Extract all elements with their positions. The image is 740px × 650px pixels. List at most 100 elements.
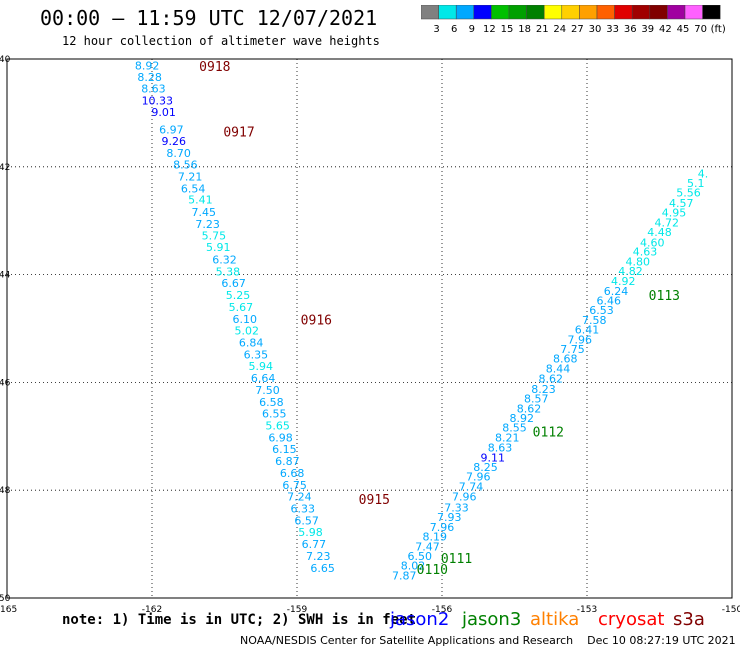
wave-height-label: 6.10 (233, 313, 258, 326)
satellite-s3a: s3a (673, 609, 705, 630)
wave-height-label: 8.57 (524, 393, 549, 406)
y-tick-label: -40 (0, 55, 11, 65)
wave-height-label: 8.62 (539, 373, 564, 386)
wave-height-label: 6.41 (575, 324, 600, 337)
wave-height-label: 6.46 (597, 294, 622, 307)
wave-height-label: 6.77 (302, 538, 327, 551)
wave-height-label: 7.21 (178, 171, 203, 184)
wave-height-label: 5.75 (202, 229, 227, 242)
wave-height-label: 9.11 (481, 451, 506, 464)
wave-height-label: 6.65 (310, 562, 335, 575)
page-title: 00:00 – 11:59 UTC 12/07/2021 (40, 6, 378, 30)
satellite-altika: altika (530, 609, 580, 630)
wave-height-label: 8.92 (135, 59, 160, 72)
pass-time-label: 0112 (533, 426, 564, 441)
colorbar-swatch (702, 5, 721, 20)
wave-height-label: 7.23 (306, 550, 331, 563)
wave-height-label: 9.01 (151, 106, 176, 119)
wave-height-label: 7.45 (191, 206, 216, 219)
wave-height-label: 7.96 (452, 491, 477, 504)
wave-height-label: 4.92 (611, 275, 636, 288)
wave-height-label: 5.94 (249, 360, 274, 373)
colorbar-label: 24 (553, 24, 566, 35)
wave-height-label: 5.25 (226, 289, 251, 302)
wave-height-label: 5.02 (234, 325, 259, 338)
wave-height-label: 6.97 (159, 124, 184, 137)
satellite-cryosat: cryosat (598, 609, 665, 630)
y-tick-label: -46 (0, 378, 11, 388)
y-tick-label: -50 (0, 594, 11, 604)
pass-time-label: 0918 (199, 60, 230, 75)
colorbar-label: 9 (469, 24, 475, 35)
wave-height-label: 5.38 (216, 265, 241, 278)
colorbar-label: 70 (694, 24, 707, 35)
wave-height-label: 7.96 (466, 471, 491, 484)
wave-height-label: 6.24 (604, 285, 629, 298)
wave-height-label: 6.87 (275, 455, 300, 468)
wave-height-label: 6.54 (181, 182, 206, 195)
wave-height-label: 7.50 (255, 384, 280, 397)
wave-height-label: 6.84 (239, 337, 264, 350)
wave-height-label: 8.92 (510, 412, 535, 425)
pass-time-label: 0113 (649, 289, 680, 304)
wave-height-label: 6.50 (408, 550, 433, 563)
colorbar-label: 36 (624, 24, 637, 35)
wave-height-label: 5.98 (298, 526, 323, 539)
wave-height-label: 6.55 (262, 408, 287, 421)
wave-height-label: 6.57 (294, 514, 319, 527)
footer-note: note: 1) Time is in UTC; 2) SWH is in fe… (62, 612, 417, 628)
wave-height-label: 4.57 (669, 197, 694, 210)
x-tick-label: -159 (287, 605, 308, 615)
colorbar-label: 42 (659, 24, 672, 35)
page-subtitle: 12 hour collection of altimeter wave hei… (62, 34, 380, 48)
satellite-jason2: jason2 (390, 609, 450, 630)
credit-text: NOAA/NESDIS Center for Satellite Applica… (240, 634, 574, 647)
pass-time-label: 0111 (441, 552, 472, 567)
x-tick-label: -150 (722, 605, 740, 615)
wave-height-label: 7.96 (430, 521, 455, 534)
wave-height-label: 5.56 (676, 187, 701, 200)
wave-height-label: 6.53 (589, 304, 614, 317)
plot-frame (6, 58, 733, 599)
wave-height-label: 6.68 (280, 467, 305, 480)
credit-timestamp: Dec 10 08:27:19 UTC 2021 (587, 634, 736, 647)
wave-height-label: 6.35 (244, 348, 269, 361)
x-tick-label: -156 (432, 605, 453, 615)
wave-height-label: 5.65 (265, 420, 290, 433)
wave-height-label: 4.63 (633, 245, 658, 258)
wave-height-label: 8.56 (173, 159, 198, 172)
wave-height-label: 8.28 (137, 71, 162, 84)
wave-height-label: 8.70 (166, 147, 191, 160)
colorbar-label: 15 (501, 24, 514, 35)
wave-height-label: 4.48 (647, 226, 672, 239)
wave-height-label: 5.1 (687, 177, 705, 190)
wave-height-label: 4.82 (618, 265, 643, 278)
colorbar-label: 21 (536, 24, 549, 35)
pass-time-label: 0915 (359, 493, 390, 508)
pass-time-label: 0110 (417, 563, 448, 578)
y-tick-label: -48 (0, 486, 11, 496)
wave-height-label: 4.95 (662, 207, 687, 220)
colorbar-label: 12 (483, 24, 496, 35)
wave-height-label: 4.72 (655, 216, 680, 229)
colorbar-label: 39 (641, 24, 654, 35)
wave-height-label: 4.80 (626, 256, 651, 269)
wave-height-label: 8.19 (423, 531, 448, 544)
wave-height-label: 7.23 (195, 218, 220, 231)
wave-height-label: 8.68 (553, 353, 578, 366)
wave-height-label: 6.33 (291, 503, 316, 516)
wave-height-label: 6.58 (259, 396, 284, 409)
wave-height-label: 8.63 (488, 442, 513, 455)
wave-height-label: 8.44 (546, 362, 571, 375)
wave-height-label: 8.23 (531, 383, 556, 396)
wave-height-label: 8.62 (517, 402, 542, 415)
wave-height-label: 8.02 (401, 560, 426, 573)
wave-height-label: 8.63 (141, 83, 166, 96)
satellite-jason3: jason3 (462, 609, 522, 630)
wave-height-label: 5.91 (206, 241, 231, 254)
wave-height-label: 7.47 (415, 540, 440, 553)
wave-height-label: 5.41 (188, 194, 213, 207)
footer-credit: NOAA/NESDIS Center for Satellite Applica… (240, 634, 736, 647)
colorbar-label: (ft) (711, 24, 726, 35)
